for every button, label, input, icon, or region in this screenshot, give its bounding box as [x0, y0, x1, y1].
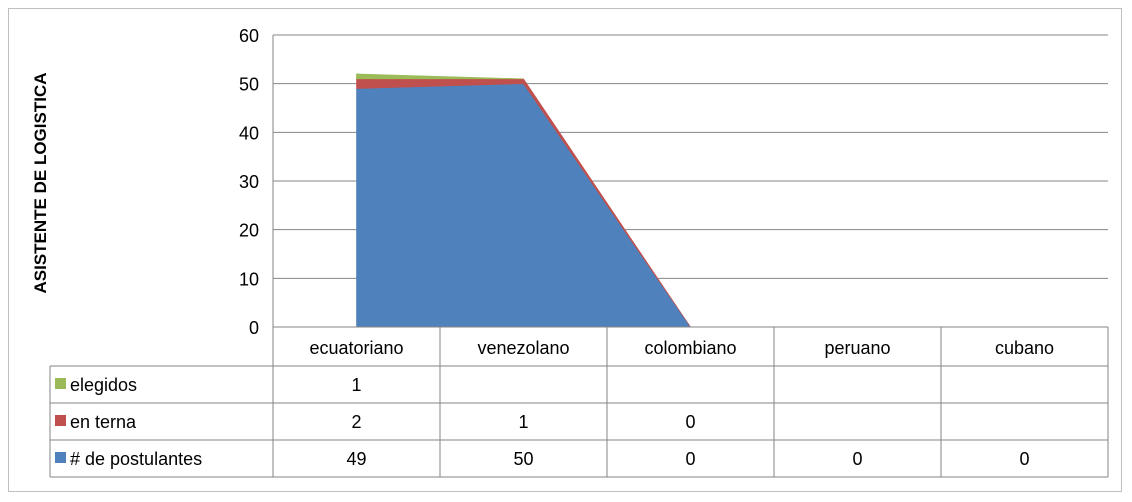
y-tick-label: 30 — [239, 172, 259, 192]
y-tick-label: 40 — [239, 123, 259, 143]
data-label: 2 — [351, 412, 361, 432]
data-label: 0 — [852, 449, 862, 469]
legend-swatch — [55, 378, 66, 389]
data-label: 50 — [513, 449, 533, 469]
y-axis-title: ASISTENTE DE LOGISTICA — [31, 72, 50, 293]
area-series-0 — [356, 83, 692, 328]
chart-container: 0 10 20 30 40 50 60 ecuatoriano venezolano colom… — [8, 8, 1122, 492]
y-tick-label: 50 — [239, 75, 259, 95]
legend-label: en terna — [70, 412, 137, 432]
data-table: ecuatoriano venezolano colombiano peruano cu… — [49, 326, 1109, 478]
y-tick-label: 0 — [249, 318, 259, 338]
data-label: 0 — [685, 412, 695, 432]
area-series-elegidos-taper — [356, 73, 524, 80]
y-tick-label: 60 — [239, 26, 259, 46]
y-tick-label: 20 — [239, 221, 259, 241]
y-axis: 0 10 20 30 40 50 60 — [239, 26, 274, 338]
x-category-label: venezolano — [477, 338, 569, 358]
x-category-label: ecuatoriano — [309, 338, 403, 358]
data-label: 49 — [346, 449, 366, 469]
x-category-label: colombiano — [644, 338, 736, 358]
data-label: 0 — [1019, 449, 1029, 469]
legend-swatch — [55, 415, 66, 426]
legend-label: elegidos — [70, 375, 137, 395]
data-label: 0 — [685, 449, 695, 469]
plot-areas — [356, 73, 692, 328]
y-tick-label: 10 — [239, 269, 259, 289]
data-label: 1 — [518, 412, 528, 432]
x-category-label: peruano — [824, 338, 890, 358]
legend-label: # de postulantes — [70, 449, 202, 469]
x-category-label: cubano — [995, 338, 1054, 358]
legend-swatch — [55, 452, 66, 463]
data-label: 1 — [351, 375, 361, 395]
